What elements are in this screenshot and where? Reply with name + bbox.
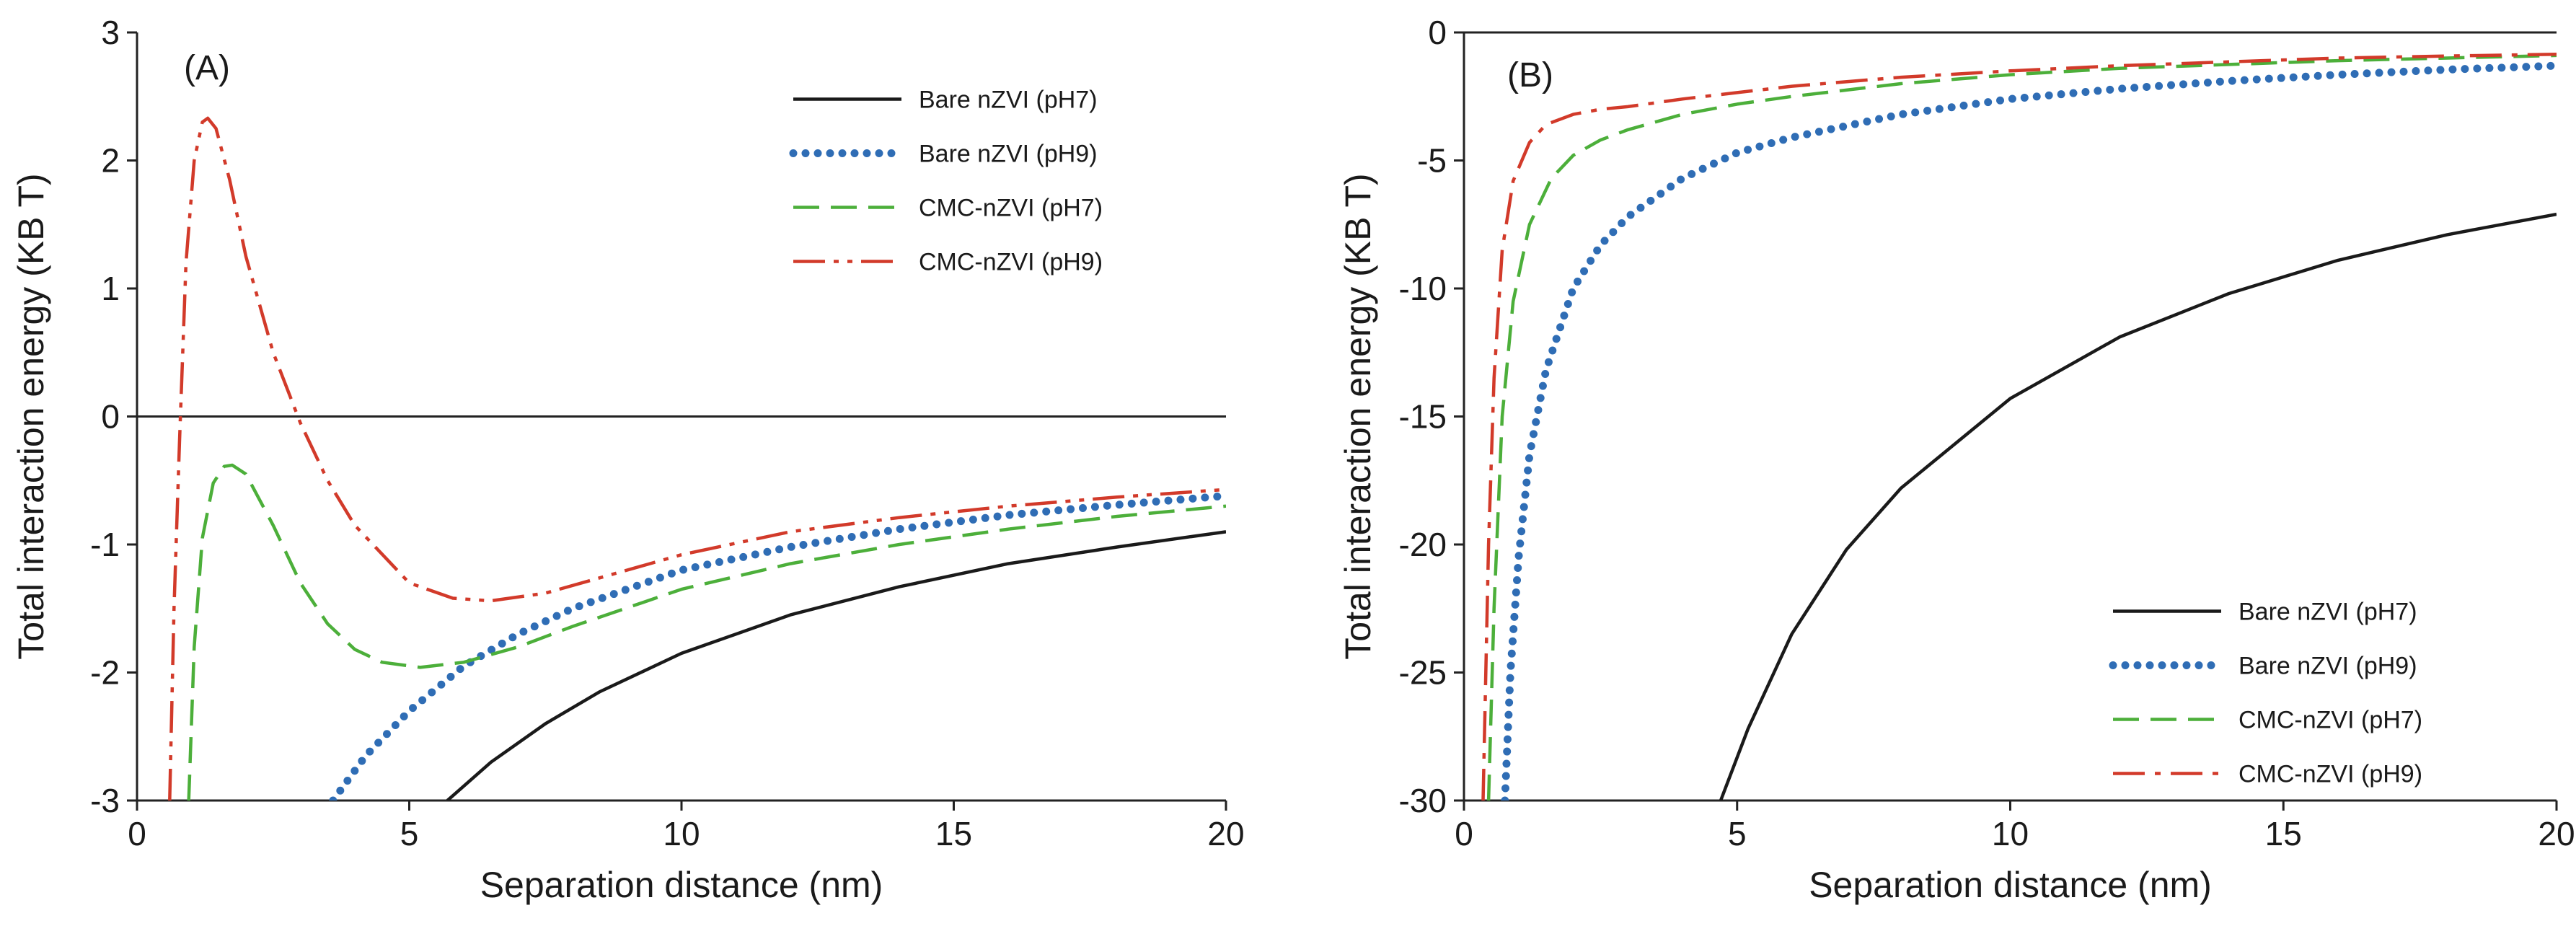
y-tick-label: 2 bbox=[101, 142, 120, 180]
legend-label: Bare nZVI (pH9) bbox=[919, 141, 1098, 168]
x-tick-label: 5 bbox=[400, 815, 419, 852]
legend-label: Bare nZVI (pH7) bbox=[2238, 599, 2417, 626]
series-line-0 bbox=[1719, 212, 2557, 801]
x-tick-label: 15 bbox=[2265, 815, 2302, 852]
legend-label: CMC-nZVI (pH9) bbox=[919, 249, 1103, 276]
y-tick-label: -15 bbox=[1399, 398, 1447, 436]
y-tick-label: -30 bbox=[1399, 782, 1447, 819]
legend-label: CMC-nZVI (pH7) bbox=[2238, 707, 2422, 734]
legend-label: CMC-nZVI (pH9) bbox=[2238, 761, 2422, 788]
series-line-2 bbox=[187, 463, 1226, 801]
x-axis-title: Separation distance (nm) bbox=[1809, 865, 2212, 905]
series-line-1 bbox=[1501, 61, 2557, 801]
x-axis-title: Separation distance (nm) bbox=[480, 865, 883, 905]
y-tick-label: 0 bbox=[101, 398, 120, 436]
y-tick-label: -5 bbox=[1417, 142, 1447, 180]
y-tick-label: -10 bbox=[1399, 270, 1447, 307]
series-line-1 bbox=[329, 492, 1226, 801]
legend-label: Bare nZVI (pH7) bbox=[919, 87, 1098, 114]
x-tick-label: 10 bbox=[663, 815, 700, 852]
y-tick-label: 1 bbox=[101, 270, 120, 307]
y-tick-label: -2 bbox=[90, 654, 120, 692]
x-tick-label: 10 bbox=[1992, 815, 2029, 852]
panel-label: (B) bbox=[1507, 56, 1553, 94]
y-tick-label: -1 bbox=[90, 526, 120, 563]
series-line-0 bbox=[446, 530, 1226, 801]
legend-label: CMC-nZVI (pH7) bbox=[919, 195, 1103, 222]
y-tick-label: -3 bbox=[90, 782, 120, 819]
legend-label: Bare nZVI (pH9) bbox=[2238, 653, 2417, 680]
x-tick-label: 20 bbox=[2538, 815, 2575, 852]
x-tick-label: 15 bbox=[935, 815, 972, 852]
series-line-2 bbox=[1486, 53, 2557, 801]
y-tick-label: -25 bbox=[1399, 654, 1447, 692]
y-axis-title: Total interaction energy (KB T) bbox=[11, 173, 51, 659]
series-line-3 bbox=[168, 116, 1226, 801]
y-axis-title: Total interaction energy (KB T) bbox=[1338, 173, 1378, 659]
series-line-3 bbox=[1481, 52, 2557, 801]
x-tick-label: 0 bbox=[1455, 815, 1473, 852]
x-tick-label: 20 bbox=[1207, 815, 1244, 852]
y-tick-label: 3 bbox=[101, 14, 120, 51]
y-tick-label: -20 bbox=[1399, 526, 1447, 563]
y-tick-label: 0 bbox=[1428, 14, 1447, 51]
x-tick-label: 5 bbox=[1728, 815, 1747, 852]
x-tick-label: 0 bbox=[128, 815, 146, 852]
panel-label: (A) bbox=[184, 49, 230, 87]
